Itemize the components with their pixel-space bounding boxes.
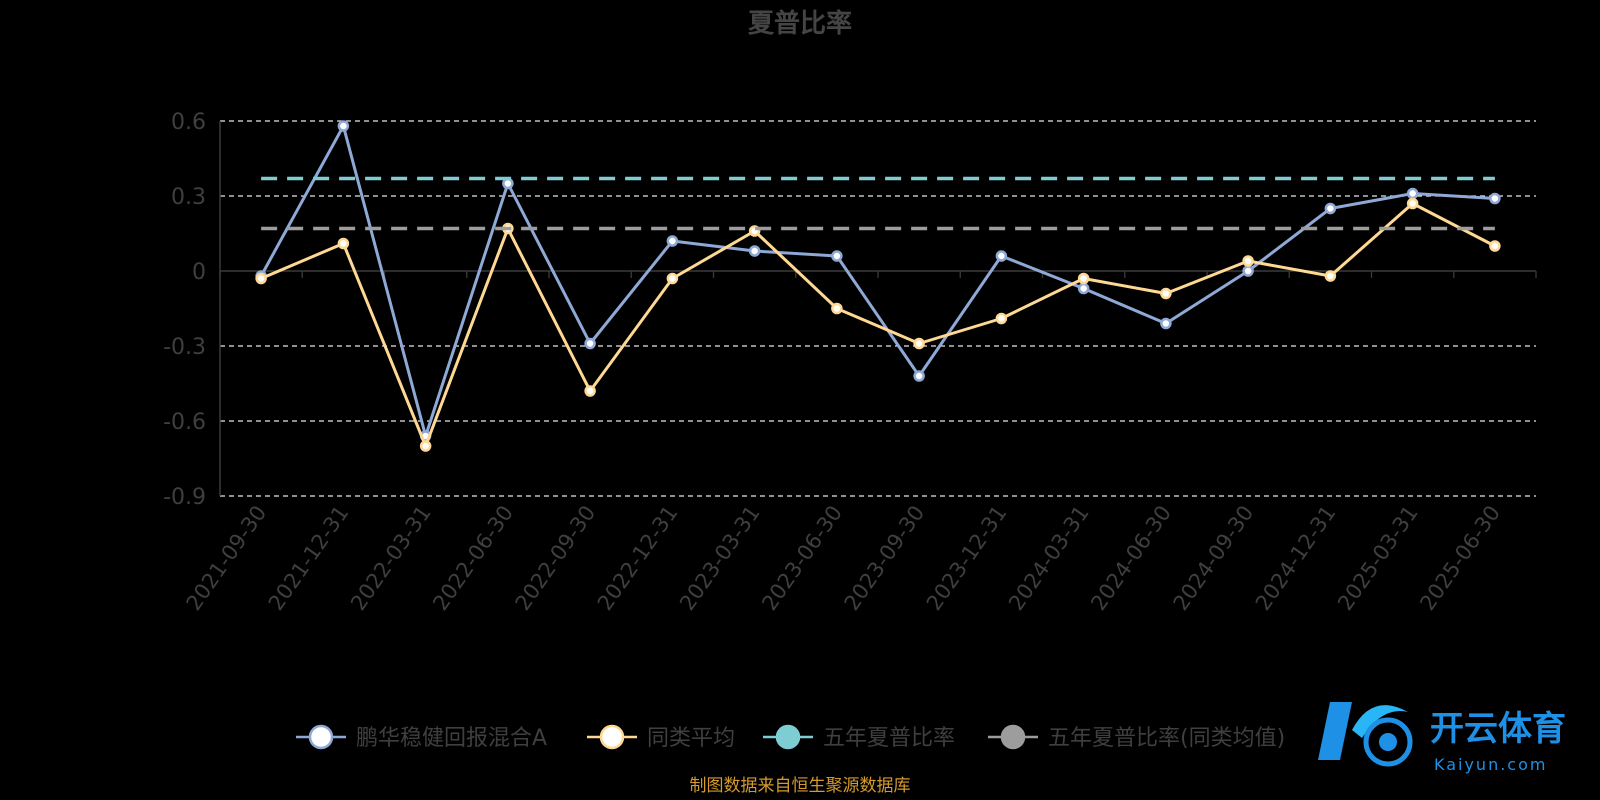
logo-ball-icon	[1363, 717, 1413, 767]
watermark-logo: 开云体育 Kaiyun.com	[1318, 702, 1566, 774]
data-point[interactable]	[666, 235, 679, 247]
data-point[interactable]	[1242, 255, 1254, 267]
y-tick-label: 0.6	[171, 110, 206, 135]
data-point[interactable]	[584, 337, 596, 350]
series-2	[255, 197, 1501, 452]
data-point[interactable]	[1489, 240, 1501, 252]
x-axis-ticks: 2021-09-302021-12-312022-03-312022-06-30…	[182, 501, 1505, 615]
legend-marker	[599, 724, 625, 750]
x-tick-label: 2022-12-31	[593, 501, 683, 615]
logo-swoosh	[1352, 705, 1408, 738]
x-tick-label: 2025-06-30	[1415, 501, 1505, 615]
data-point[interactable]	[831, 250, 843, 262]
y-tick-label: 0	[192, 260, 206, 285]
x-tick-label: 2021-09-30	[182, 501, 272, 615]
x-tick-label: 2024-09-30	[1169, 501, 1259, 615]
data-point[interactable]	[337, 120, 350, 132]
x-tick-label: 2022-03-31	[346, 501, 436, 615]
x-tick-label: 2022-09-30	[511, 501, 601, 615]
data-point[interactable]	[831, 302, 843, 315]
legend-label: 五年夏普比率	[823, 726, 955, 751]
legend-marker	[1000, 724, 1026, 750]
data-point[interactable]	[1324, 202, 1337, 215]
data-point[interactable]	[1077, 282, 1090, 295]
data-point[interactable]	[748, 245, 761, 257]
x-tick-label: 2023-06-30	[757, 501, 847, 615]
legend[interactable]: 鹏华稳健回报混合A 同类平均 五年夏普比率 五年夏普比率(同类均值)	[296, 724, 1285, 751]
legend-marker	[775, 724, 801, 750]
x-tick-label: 2023-09-30	[840, 501, 930, 615]
source-note: 制图数据来自恒生聚源数据库	[690, 776, 911, 796]
axes	[219, 121, 1537, 496]
series-line	[259, 124, 1495, 438]
data-point[interactable]	[995, 312, 1008, 325]
data-point[interactable]	[1324, 270, 1337, 282]
legend-label: 鹏华稳健回报混合A	[356, 726, 547, 751]
x-tick-label: 2023-12-31	[922, 501, 1012, 615]
data-point[interactable]	[1489, 192, 1501, 205]
data-point[interactable]	[913, 370, 925, 382]
data-point[interactable]	[1160, 317, 1172, 330]
legend-item-1[interactable]: 鹏华稳健回报混合A	[296, 724, 547, 751]
x-tick-label: 2021-12-31	[264, 501, 354, 615]
x-tick-label: 2023-03-31	[675, 501, 765, 615]
data-point[interactable]	[502, 177, 514, 190]
series-line	[260, 202, 1496, 448]
x-tick-label: 2024-12-31	[1251, 501, 1341, 615]
y-tick-label: -0.3	[163, 335, 206, 360]
data-point[interactable]	[419, 440, 432, 452]
legend-marker	[308, 724, 334, 750]
data-point[interactable]	[913, 337, 925, 350]
y-axis-ticks: 0.6 0.3 0 -0.3 -0.6 -0.9	[163, 110, 206, 510]
y-tick-label: -0.9	[163, 485, 206, 510]
data-point[interactable]	[255, 272, 267, 285]
data-point[interactable]	[584, 385, 596, 397]
data-point[interactable]	[1406, 187, 1419, 200]
y-tick-label: 0.3	[171, 185, 206, 210]
legend-item-4[interactable]: 五年夏普比率(同类均值)	[988, 724, 1285, 751]
logo-text-en: Kaiyun.com	[1434, 755, 1547, 774]
data-point[interactable]	[1160, 287, 1172, 300]
series-1	[255, 120, 1501, 442]
legend-label: 同类平均	[647, 726, 735, 751]
chart-title: 夏普比率	[748, 8, 852, 39]
grid-lines	[220, 120, 1536, 497]
legend-item-2[interactable]: 同类平均	[587, 724, 735, 751]
y-tick-label: -0.6	[163, 410, 206, 435]
x-tick-label: 2024-06-30	[1086, 501, 1176, 615]
x-tick-label: 2022-06-30	[428, 501, 518, 615]
legend-item-3[interactable]: 五年夏普比率	[763, 724, 955, 751]
logo-k-mark	[1318, 702, 1352, 760]
data-point[interactable]	[666, 272, 679, 285]
data-point[interactable]	[1242, 265, 1254, 277]
data-point[interactable]	[337, 237, 350, 250]
series-layer	[255, 120, 1501, 452]
logo-text-cn: 开云体育	[1430, 709, 1566, 749]
data-point[interactable]	[1406, 197, 1419, 210]
x-tick-label: 2025-03-31	[1333, 501, 1423, 615]
legend-label: 五年夏普比率(同类均值)	[1048, 726, 1285, 751]
data-point[interactable]	[995, 250, 1008, 262]
x-tick-label: 2024-03-31	[1004, 501, 1094, 615]
data-point[interactable]	[1077, 272, 1090, 285]
